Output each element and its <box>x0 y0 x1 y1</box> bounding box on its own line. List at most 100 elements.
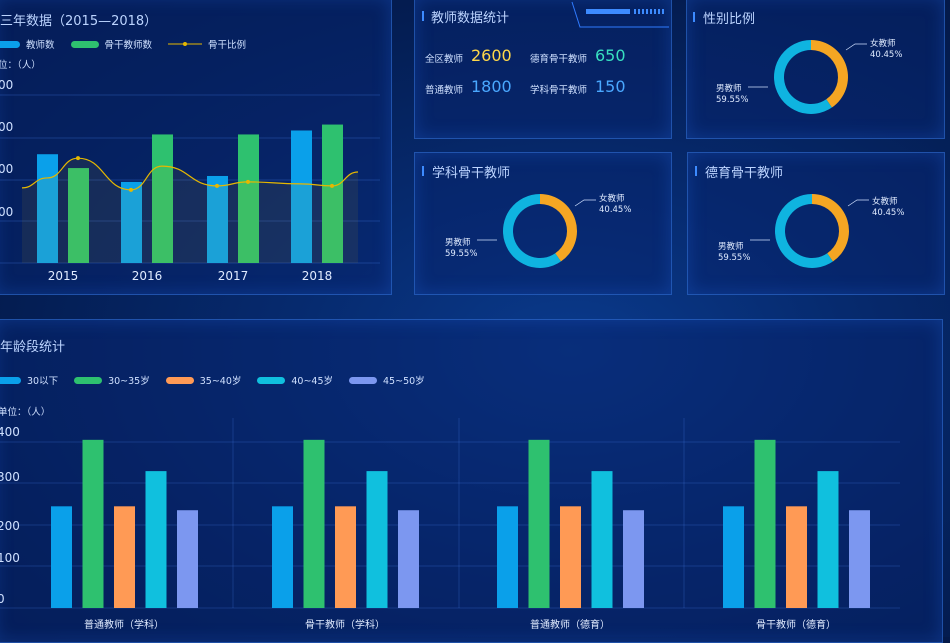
age-title: 年龄段统计 <box>0 340 66 355</box>
bar-teacher[interactable] <box>121 181 142 263</box>
bar-key-teacher[interactable] <box>238 134 259 263</box>
female-label: 女教师 40.45% <box>870 39 903 60</box>
bar-teacher[interactable] <box>207 175 228 263</box>
age-unit: 单位：（人） <box>0 407 51 418</box>
bar-age-3[interactable] <box>366 471 388 608</box>
y-tick-label: 200 <box>0 519 20 533</box>
bar-key-teacher[interactable] <box>68 168 89 263</box>
legend-item-age-40-45[interactable]: 40~45岁 <box>257 373 333 387</box>
bar-age-3[interactable] <box>817 471 839 608</box>
bar-age-0[interactable] <box>497 506 518 608</box>
bar-age-2[interactable] <box>786 506 807 608</box>
slice-female[interactable] <box>540 194 577 262</box>
female-label: 女教师 40.45% <box>872 197 905 218</box>
title-marker <box>695 166 697 176</box>
bar-age-2[interactable] <box>114 506 135 608</box>
bar-teacher[interactable] <box>37 154 58 263</box>
legend-item-age-30-35[interactable]: 30~35岁 <box>74 373 150 387</box>
legend-item-key-teacher[interactable]: 骨干教师数 <box>70 37 152 51</box>
ratio-point[interactable] <box>76 156 80 161</box>
ratio-point[interactable] <box>246 179 250 184</box>
x-tick-label: 骨干教师（学科） <box>305 618 385 631</box>
x-tick-label: 普通教师（学科） <box>84 618 164 631</box>
slice-male[interactable] <box>503 194 561 268</box>
ratio-area <box>22 158 358 263</box>
bar-age-0[interactable] <box>272 506 293 608</box>
y-tick-label: 400 <box>0 425 20 439</box>
age-chart: 0 100 200 300 400 普通教师（学科） 骨干教师（学科） 普通教师（德育） 骨干教… <box>0 418 900 631</box>
x-tick-label: 2017 <box>218 269 249 283</box>
three-year-unit: 位：（人） <box>0 60 41 71</box>
y-tick-label: 0 <box>0 592 5 606</box>
stats-panel <box>414 0 672 139</box>
three-year-title: 三年数据（2015—2018） <box>0 14 158 29</box>
x-tick-label: 2016 <box>132 269 163 283</box>
age-legend: 30以下 30~35岁 35~40岁 40~45岁 45~50岁 <box>0 373 425 387</box>
leader-lines <box>477 199 596 241</box>
slice-male[interactable] <box>775 194 833 268</box>
stat-label: 德育骨干教师 <box>530 54 588 65</box>
stats-title-decor <box>571 1 669 28</box>
bar-key-teacher[interactable] <box>322 124 343 263</box>
moral-key-title: 德育骨干教师 <box>705 166 784 181</box>
bar-age-4[interactable] <box>623 510 644 608</box>
male-label: 男教师 59.55% <box>445 238 478 259</box>
stat-label: 普通教师 <box>425 85 464 96</box>
bar-age-1[interactable] <box>303 439 325 608</box>
bar-age-4[interactable] <box>177 510 198 608</box>
bar-age-4[interactable] <box>398 510 419 608</box>
x-tick-label: 2015 <box>48 269 79 283</box>
bar-age-1[interactable] <box>82 439 104 608</box>
legend-item-ratio[interactable]: 骨干比例 <box>168 37 246 51</box>
legend-swatch <box>0 376 21 384</box>
bar-age-2[interactable] <box>335 506 356 608</box>
legend-item-age-45-50[interactable]: 45~50岁 <box>349 373 425 387</box>
legend-item-teacher[interactable]: 教师数 <box>0 37 55 51</box>
stat-value-ordinary: 1800 <box>471 77 512 96</box>
three-year-legend: 教师数 骨干教师数 骨干比例 <box>0 37 246 51</box>
male-label: 男教师 59.55% <box>718 242 751 263</box>
legend-swatch <box>70 40 99 48</box>
bar-age-2[interactable] <box>560 506 581 608</box>
bar-age-1[interactable] <box>754 439 776 608</box>
x-tick-label: 骨干教师（德育） <box>756 618 836 631</box>
bar-age-3[interactable] <box>591 471 613 608</box>
stat-label: 学科骨干教师 <box>530 85 588 96</box>
legend-swatch <box>349 376 378 384</box>
male-label: 男教师 59.55% <box>716 84 749 105</box>
stat-value-subject: 150 <box>595 77 626 96</box>
legend-item-age-under30[interactable]: 30以下 <box>0 373 58 387</box>
title-marker <box>693 12 695 22</box>
ratio-point[interactable] <box>129 187 133 192</box>
bar-age-4[interactable] <box>849 510 870 608</box>
ratio-point[interactable] <box>330 183 334 188</box>
bar-teacher[interactable] <box>291 130 312 263</box>
bar-age-0[interactable] <box>723 506 744 608</box>
stat-label: 全区教师 <box>425 54 464 65</box>
legend-swatch <box>165 376 194 384</box>
female-label: 女教师 40.45% <box>599 194 632 215</box>
bar-age-3[interactable] <box>145 471 167 608</box>
bar-age-0[interactable] <box>51 506 72 608</box>
legend-swatch <box>74 376 103 384</box>
stats-title: 教师数据统计 <box>431 11 510 26</box>
slice-male[interactable] <box>774 40 832 114</box>
legend-item-age-35-40[interactable]: 35~40岁 <box>165 373 241 387</box>
ratio-point[interactable] <box>215 183 219 188</box>
y-tick-label: 00 <box>0 78 13 92</box>
y-tick-label: 300 <box>0 470 20 484</box>
subject-key-title: 学科骨干教师 <box>432 166 511 181</box>
bar-age-1[interactable] <box>528 439 550 608</box>
gender-title: 性别比例 <box>703 12 756 27</box>
y-tick-label: 00 <box>0 205 13 219</box>
title-marker <box>422 166 424 176</box>
y-tick-label: 100 <box>0 551 20 565</box>
title-marker <box>422 11 424 21</box>
slice-female[interactable] <box>812 194 849 262</box>
legend-swatch <box>0 40 20 48</box>
slice-female[interactable] <box>811 40 848 108</box>
x-tick-label: 2018 <box>302 269 333 283</box>
moral-key-donut <box>775 194 849 268</box>
subject-key-donut <box>503 194 577 268</box>
leader-lines <box>748 43 867 88</box>
